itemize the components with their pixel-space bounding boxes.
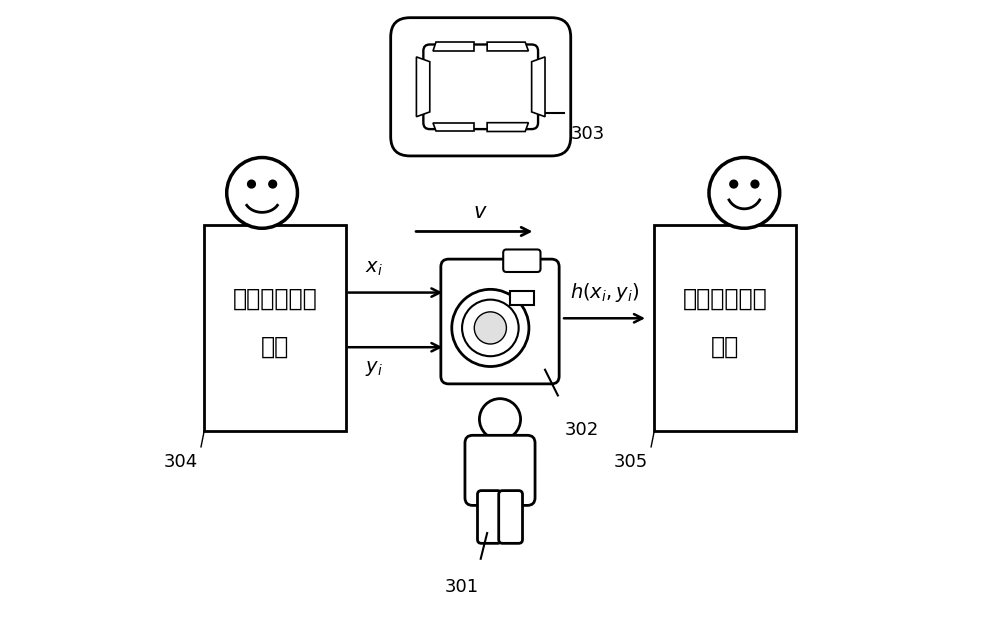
Text: 301: 301 [444,578,478,596]
Bar [204,225,346,431]
FancyBboxPatch shape [477,491,501,543]
Text: 303: 303 [571,125,605,143]
Circle shape [751,181,758,188]
Text: 305: 305 [614,453,648,471]
Polygon shape [487,123,528,132]
Polygon shape [487,42,528,51]
Circle shape [248,181,255,188]
Bar [654,225,796,431]
Text: 清晰的车牌号: 清晰的车牌号 [683,287,767,311]
FancyBboxPatch shape [391,17,571,156]
Text: 图片: 图片 [261,335,289,359]
Text: 模糊的车牌号: 模糊的车牌号 [233,287,317,311]
Circle shape [269,181,276,188]
Polygon shape [416,57,430,117]
Circle shape [462,300,519,356]
Polygon shape [433,42,474,51]
Polygon shape [433,123,474,132]
Text: 302: 302 [564,421,599,439]
Text: 304: 304 [164,453,198,471]
FancyBboxPatch shape [465,435,535,505]
Polygon shape [532,57,545,117]
Circle shape [452,289,529,367]
FancyBboxPatch shape [441,259,559,384]
Circle shape [709,158,780,228]
Circle shape [474,312,506,344]
Text: $v$: $v$ [473,202,488,222]
FancyBboxPatch shape [503,249,541,272]
Text: 图片: 图片 [711,335,739,359]
Circle shape [730,181,737,188]
Text: $h(x_i,y_i)$: $h(x_i,y_i)$ [570,281,639,304]
Bar [510,291,534,305]
Text: $y_i$: $y_i$ [365,359,383,378]
FancyBboxPatch shape [423,44,538,129]
FancyBboxPatch shape [499,491,523,543]
Circle shape [479,399,521,440]
Circle shape [227,158,297,228]
Text: $x_i$: $x_i$ [365,259,383,278]
